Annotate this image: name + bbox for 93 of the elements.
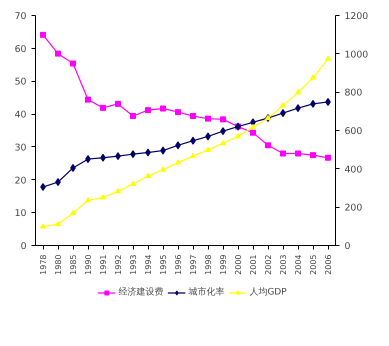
point (160, 105, 166, 112)
x-tick-label: 1993 (129, 254, 138, 275)
y2-tick-label: 200 (344, 202, 362, 214)
point (145, 172, 151, 178)
point (205, 132, 211, 140)
point (325, 98, 331, 106)
y-tick-label: 20 (14, 175, 27, 186)
point (280, 150, 286, 156)
x-tick-label: 1995 (159, 254, 168, 275)
x-tick-label: 1991 (99, 254, 108, 275)
point (100, 194, 106, 200)
y-tick-label: 30 (14, 142, 27, 154)
point (160, 166, 166, 172)
legend-label: 城市化率 (188, 286, 224, 298)
x-tick-label: 1985 (69, 254, 78, 275)
x-tick-label: 2003 (279, 254, 288, 275)
point (280, 109, 286, 118)
y-tick-label: 70 (14, 11, 27, 22)
x-tick-label: 2006 (324, 254, 333, 275)
point (115, 100, 121, 107)
point (310, 74, 316, 80)
point (295, 89, 301, 94)
y2-tick-label: 800 (344, 88, 362, 99)
point (235, 133, 241, 138)
y2-tick-label: 1000 (344, 49, 368, 60)
x-tick-label: 2000 (234, 254, 243, 275)
point (85, 96, 91, 103)
point (130, 150, 136, 158)
point (175, 109, 181, 116)
x-tick-label: 2001 (249, 254, 258, 275)
point (55, 50, 61, 57)
x-tick-label: 1999 (219, 254, 228, 275)
x-tick-label: 2002 (264, 254, 273, 275)
point (160, 146, 166, 155)
y-tick-label: 60 (14, 44, 27, 55)
x-tick-label: 2005 (309, 254, 318, 275)
point (205, 146, 211, 152)
x-tick-label: 1990 (84, 254, 93, 275)
x-tick-label: 1994 (144, 254, 153, 275)
point (100, 154, 106, 162)
point (130, 180, 136, 186)
point (85, 197, 91, 202)
y2-tick-label: 400 (344, 164, 362, 176)
y-tick-label: 10 (14, 208, 27, 220)
legend-label: 人均GDP (249, 286, 287, 298)
x-tick-label: 1998 (204, 254, 213, 275)
point (190, 152, 196, 158)
point (310, 152, 316, 158)
point (100, 104, 106, 111)
x-tick-label: 1996 (174, 254, 183, 275)
point (175, 141, 181, 150)
point (280, 102, 286, 108)
point (40, 183, 46, 192)
y-tick-label: 40 (14, 110, 27, 121)
point (70, 60, 76, 66)
y2-tick-label: 600 (344, 126, 362, 137)
point (115, 152, 121, 160)
point (220, 116, 226, 122)
point (115, 188, 121, 194)
x-tick-label: 2004 (294, 254, 303, 275)
point (190, 136, 196, 145)
point (250, 130, 256, 136)
point (325, 55, 331, 61)
point (55, 220, 61, 226)
point (85, 155, 91, 164)
point (40, 32, 46, 38)
y-tick-label: 50 (14, 76, 27, 88)
x-tick-label: 1992 (114, 254, 123, 275)
y2-tick-label: 0 (344, 241, 350, 252)
point (55, 178, 61, 186)
point (205, 116, 211, 122)
point (295, 150, 301, 156)
point (190, 113, 196, 120)
point (220, 127, 226, 136)
legend-label: 经济建设费 (118, 286, 164, 298)
point (295, 104, 301, 112)
point (325, 154, 331, 161)
point (175, 159, 181, 165)
y-tick-label: 0 (20, 241, 27, 252)
point (220, 140, 226, 146)
point (130, 113, 136, 120)
y2-tick-label: 1200 (344, 11, 368, 22)
point (40, 223, 46, 229)
x-tick-label: 1980 (54, 254, 63, 275)
point (145, 107, 151, 114)
point (145, 148, 151, 157)
x-tick-label: 1978 (39, 254, 48, 275)
point (310, 100, 316, 108)
point (70, 164, 76, 172)
x-tick-label: 1997 (189, 254, 198, 275)
point (70, 210, 76, 216)
point (250, 124, 256, 130)
point (265, 142, 271, 148)
